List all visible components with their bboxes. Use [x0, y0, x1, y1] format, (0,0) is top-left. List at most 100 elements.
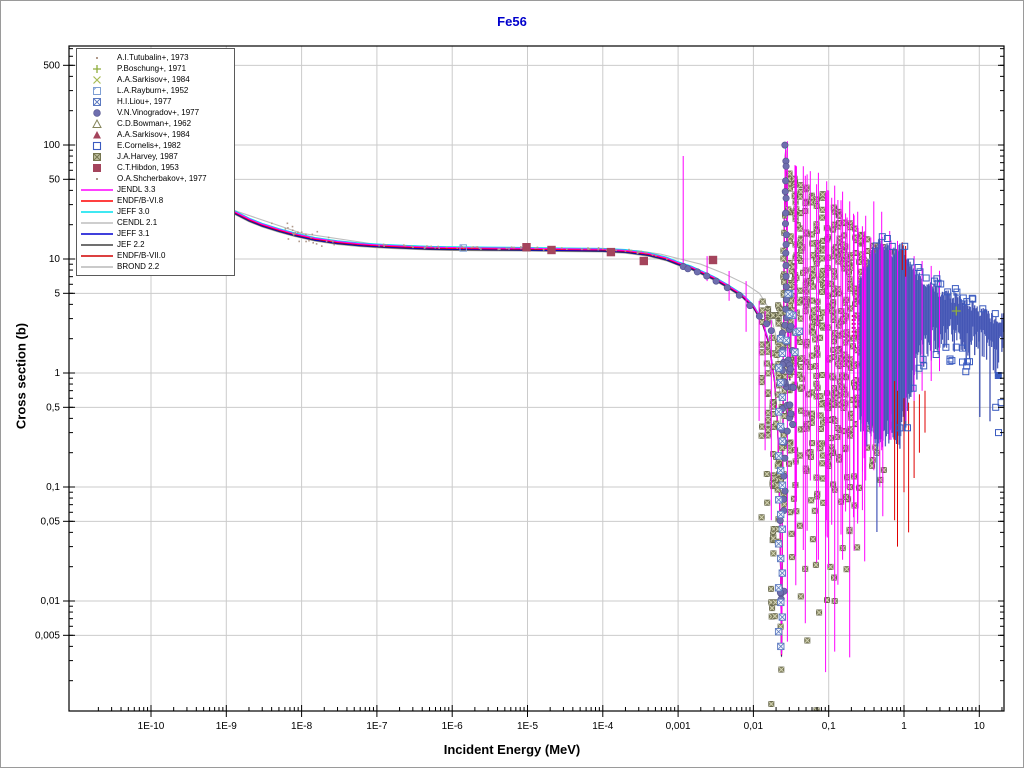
band-outlier-point	[994, 372, 1002, 379]
legend-marker-x-icon	[77, 75, 117, 85]
legend-label: C.D.Bowman+, 1962	[117, 119, 192, 128]
x-axis-label: Incident Energy (MeV)	[443, 742, 581, 757]
legend-marker-line-icon	[77, 262, 117, 272]
curve-endf-b-vii-0	[234, 149, 792, 655]
x-tick-label: 1	[901, 721, 907, 732]
curve-cendl-2-1	[234, 152, 787, 458]
plot-data-layer	[234, 141, 1004, 711]
legend-label: ENDF/B-VII.0	[117, 251, 166, 260]
legend-marker-square-slash-icon	[77, 86, 117, 96]
legend-item-3: L.A.Rayburn+, 1952	[77, 85, 234, 96]
x-tick-label: 0,01	[744, 721, 764, 732]
curve-jendl-3-3	[234, 149, 792, 655]
legend-item-12: JENDL 3.3	[77, 184, 234, 195]
legend-item-1: P.Boschung+, 1971	[77, 63, 234, 74]
x-tick-label: 0,001	[666, 721, 691, 732]
legend-item-19: BROND 2.2	[77, 261, 234, 272]
legend-marker-square-cross-icon	[77, 97, 117, 107]
legend-label: JEFF 3.1	[117, 229, 150, 238]
legend-label: JEFF 3.0	[117, 207, 150, 216]
y-tick-label: 50	[49, 174, 61, 185]
legend-marker-plus-icon	[77, 64, 117, 74]
legend-marker-line-icon	[77, 196, 117, 206]
legend-marker-dot-icon	[77, 53, 117, 63]
legend-item-4: H.I.Liou+, 1977	[77, 96, 234, 107]
y-tick-label: 1	[54, 368, 60, 379]
legend-item-15: CENDL 2.1	[77, 217, 234, 228]
resonance-spikes-endf	[894, 242, 926, 547]
curve-jeff-3-1	[234, 150, 792, 657]
legend-marker-line-icon	[77, 240, 117, 250]
legend-marker-dot-icon	[77, 174, 117, 184]
legend-item-11: O.A.Shcherbakov+, 1977	[77, 173, 234, 184]
legend-marker-circle-icon	[77, 108, 117, 118]
x-tick-label: 1E-5	[517, 721, 539, 732]
x-tick-label: 1E-8	[291, 721, 313, 732]
legend-label: O.A.Shcherbakov+, 1977	[117, 174, 207, 183]
legend-item-13: ENDF/B-VI.8	[77, 195, 234, 206]
legend-marker-square-cross-filled-icon	[77, 152, 117, 162]
x-tick-label: 1E-7	[366, 721, 388, 732]
legend-marker-line-icon	[77, 251, 117, 261]
series-cornelis-points	[872, 233, 1004, 437]
legend-label: JENDL 3.3	[117, 185, 156, 194]
series-hibdon-points	[522, 243, 718, 266]
y-tick-label: 10	[49, 254, 61, 265]
legend-box: A.I.Tutubalin+, 1973 P.Boschung+, 1971 A.A…	[76, 48, 235, 276]
y-tick-label: 0,5	[46, 402, 60, 413]
x-tick-label: 1E-6	[442, 721, 464, 732]
legend-item-14: JEFF 3.0	[77, 206, 234, 217]
legend-label: H.I.Liou+, 1977	[117, 97, 172, 106]
legend-marker-line-icon	[77, 218, 117, 228]
legend-item-2: A.A.Sarkisov+, 1984	[77, 74, 234, 85]
legend-label: CENDL 2.1	[117, 218, 158, 227]
legend-label: V.N.Vinogradov+, 1977	[117, 108, 200, 117]
legend-item-17: JEF 2.2	[77, 239, 234, 250]
legend-label: A.A.Sarkisov+, 1984	[117, 130, 190, 139]
legend-label: JEF 2.2	[117, 240, 145, 249]
legend-marker-triangle-icon	[77, 130, 117, 140]
y-tick-label: 0,01	[41, 596, 61, 607]
y-tick-label: 0,005	[35, 630, 60, 641]
legend-marker-triangle-open-icon	[77, 118, 117, 129]
page-title: Fe56	[497, 14, 527, 29]
legend-item-5: V.N.Vinogradov+, 1977	[77, 107, 234, 118]
legend-item-0: A.I.Tutubalin+, 1973	[77, 52, 234, 63]
x-tick-label: 1E-9	[216, 721, 238, 732]
legend-label: L.A.Rayburn+, 1952	[117, 86, 189, 95]
legend-item-10: C.T.Hibdon, 1953	[77, 162, 234, 173]
legend-label: P.Boschung+, 1971	[117, 64, 187, 73]
legend-label: C.T.Hibdon, 1953	[117, 163, 179, 172]
y-axis-label: Cross section (b)	[13, 322, 29, 430]
curve-jeff-3-0	[234, 148, 792, 654]
legend-item-9: J.A.Harvey, 1987	[77, 151, 234, 162]
legend-label: A.I.Tutubalin+, 1973	[117, 53, 189, 62]
legend-marker-line-icon	[77, 207, 117, 217]
y-tick-label: 0,1	[46, 482, 60, 493]
axes: 1E-10 1E-9 1E-8 1E-7 1E-6 1E-5 1E-4 0,001 0,01 0,…	[35, 45, 1005, 732]
y-tick-label: 100	[43, 140, 60, 151]
legend-marker-square-icon	[77, 163, 117, 173]
x-tick-label: 1E-10	[138, 721, 165, 732]
curve-brond-2-2	[234, 151, 792, 658]
legend-marker-square-open-icon	[77, 141, 117, 151]
legend-label: ENDF/B-VI.8	[117, 196, 164, 205]
y-tick-label: 500	[43, 60, 60, 71]
legend-label: A.A.Sarkisov+, 1984	[117, 75, 190, 84]
y-tick-label: 5	[54, 288, 60, 299]
legend-label: E.Cornelis+, 1982	[117, 141, 181, 150]
legend-label: J.A.Harvey, 1987	[117, 152, 178, 161]
curve-endf-b-vi-8	[234, 149, 792, 656]
legend-item-18: ENDF/B-VII.0	[77, 250, 234, 261]
resonance-spikes-jendl	[682, 141, 940, 673]
legend-marker-line-icon	[77, 185, 117, 195]
legend-marker-line-icon	[77, 229, 117, 239]
x-tick-label: 10	[974, 721, 986, 732]
legend-item-16: JEFF 3.1	[77, 228, 234, 239]
legend-item-7: A.A.Sarkisov+, 1984	[77, 129, 234, 140]
y-tick-label: 0,05	[41, 516, 61, 527]
legend-item-8: E.Cornelis+, 1982	[77, 140, 234, 151]
x-tick-label: 1E-4	[592, 721, 614, 732]
